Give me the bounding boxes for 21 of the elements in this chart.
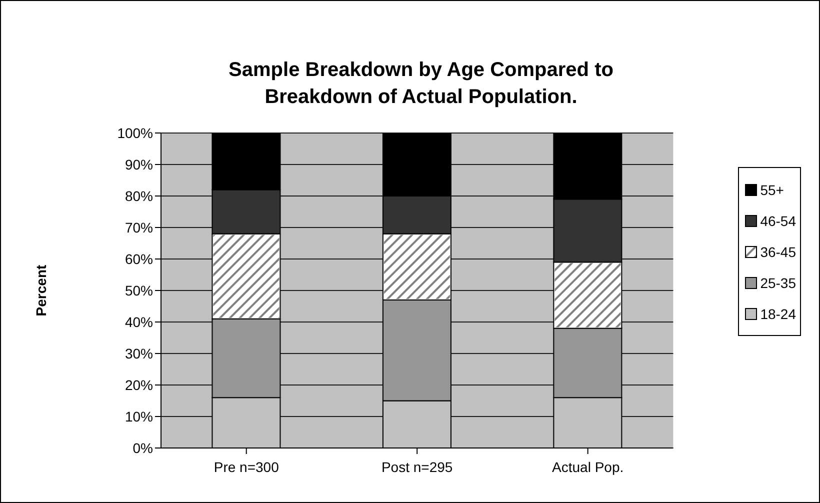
chart-title: Sample Breakdown by Age Compared to Breakdown of Actual Population.: [228, 58, 614, 110]
x-tick-label: Pre n=300: [214, 458, 280, 475]
y-tick-label: 60%: [124, 250, 153, 267]
y-tick-label: 50%: [124, 282, 153, 298]
y-tick-label: 20%: [124, 376, 153, 393]
legend-label: 18-24: [760, 306, 796, 322]
y-tick-label: 80%: [124, 188, 153, 204]
y-tick-label: 100%: [117, 124, 153, 141]
x-tick-label: Post n=295: [381, 458, 453, 475]
legend-label: 46-54: [760, 212, 796, 228]
y-tick-label: 30%: [124, 345, 153, 362]
y-tick-label: 10%: [124, 408, 153, 424]
x-tick-label: Actual Pop.: [552, 458, 624, 475]
legend-label: 55+: [760, 182, 784, 198]
y-tick-label: 90%: [124, 156, 153, 172]
y-tick-label: 40%: [124, 314, 153, 330]
y-tick-label: 0%: [132, 440, 153, 456]
y-tick-label: 70%: [124, 219, 153, 236]
y-axis-title: Percent: [32, 264, 49, 316]
legend-label: 25-35: [760, 274, 796, 290]
legend-label: 36-45: [760, 244, 796, 260]
